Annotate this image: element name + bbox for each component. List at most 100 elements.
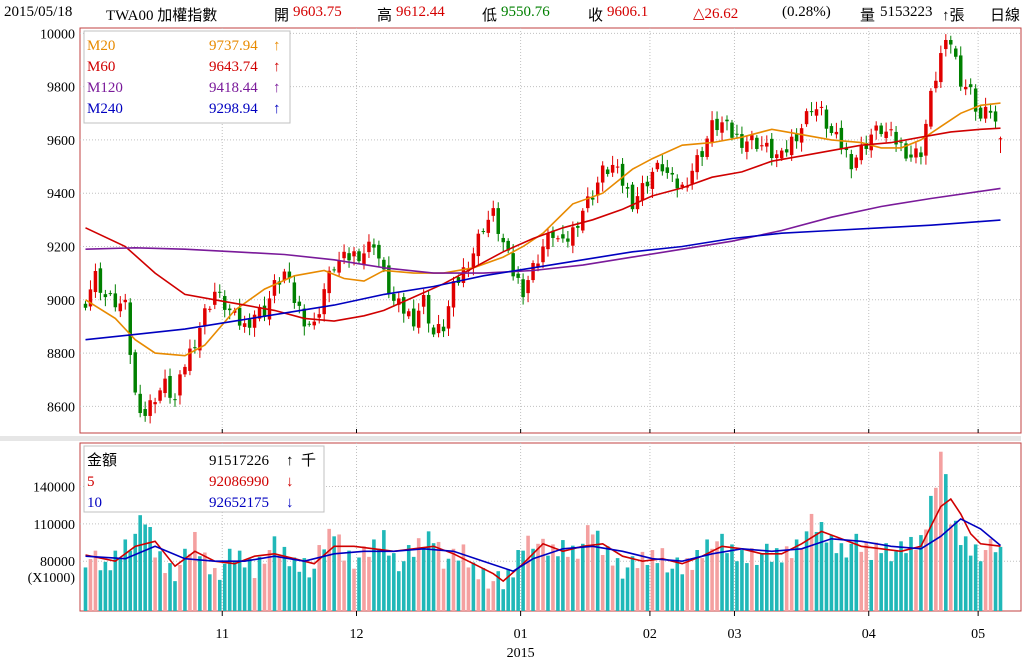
candle-body (342, 251, 346, 259)
volume-bar (869, 559, 874, 611)
candle-body (869, 134, 873, 151)
candle-body (859, 145, 864, 161)
candle-body (252, 314, 257, 328)
volume-bar (411, 556, 416, 611)
candle-body (615, 166, 620, 168)
volume-bar (327, 528, 331, 611)
candle-body (242, 323, 247, 327)
volume-bar (128, 550, 133, 611)
candle-body (779, 150, 784, 159)
volume-legend-name: 5 (87, 474, 95, 490)
candle-body (521, 279, 525, 298)
volume-bar (819, 522, 824, 611)
candle-body (576, 225, 580, 228)
candle-body (700, 151, 704, 157)
volume-bar (760, 553, 764, 611)
volume-bar (640, 551, 645, 611)
candle-body (402, 297, 406, 314)
candle-body (486, 219, 491, 233)
candle-body (98, 268, 103, 293)
candle-body (561, 234, 565, 239)
volume-bar (272, 536, 277, 611)
volume-bar (864, 541, 869, 611)
legend-ma-arrow: ↑ (273, 59, 281, 75)
close-label: 收 (588, 8, 604, 24)
candle-body (173, 399, 177, 401)
candle-body (894, 131, 898, 145)
candle-body (551, 230, 555, 238)
candle-body (760, 145, 764, 147)
candle-body (128, 302, 132, 355)
price-y-tick-label: 8600 (47, 400, 75, 415)
candle-body (501, 237, 505, 243)
volume-bar (978, 561, 983, 611)
open-value: 9603.75 (293, 4, 342, 20)
candle-body (193, 347, 197, 349)
volume-bar (441, 568, 446, 611)
candle-body (88, 289, 93, 307)
volume-bar (506, 569, 510, 611)
candle-body (456, 277, 461, 283)
volume-bar (252, 578, 257, 611)
volume-bar (466, 567, 471, 611)
volume-bar (516, 550, 520, 611)
candle-body (178, 374, 182, 396)
ma-line-m240 (85, 219, 1001, 341)
volume-bar (889, 561, 893, 611)
candle-body (153, 402, 157, 405)
candle-body (312, 321, 316, 326)
candle-body (227, 308, 232, 311)
high-value: 9612.44 (396, 4, 445, 20)
volume-bar (735, 561, 739, 611)
candle-body (367, 241, 371, 253)
x-tick-label: 02 (643, 627, 657, 642)
candle-body (377, 244, 381, 259)
volume-bar (804, 531, 809, 611)
candle-body (998, 138, 1003, 140)
candle-body (630, 184, 635, 210)
volume-bar (610, 565, 615, 611)
volume-bar (406, 545, 411, 611)
volume-bar (620, 578, 625, 611)
candle-body (123, 299, 128, 303)
open-label: 開 (274, 8, 290, 24)
volume-bar (919, 535, 923, 611)
candle-body (814, 109, 819, 116)
candle-body (909, 154, 913, 158)
volume-bar (108, 570, 113, 611)
candle-body (337, 260, 341, 273)
volume-unit-label: (X1000) (28, 571, 76, 586)
volume-bar (904, 553, 908, 611)
candle-body (924, 123, 928, 156)
candle-body (451, 281, 456, 308)
candle-body (794, 134, 799, 142)
volume-bar (824, 542, 829, 611)
close-value: 9606.1 (607, 4, 649, 20)
legend-ma-value: 9737.94 (209, 38, 258, 54)
volume-bar (153, 557, 157, 611)
candle-body (237, 307, 242, 326)
candle-body (620, 163, 625, 186)
volume-bar (650, 550, 655, 611)
candle-body (382, 259, 386, 270)
legend-ma-value: 9418.44 (209, 80, 258, 96)
volume-bar (690, 569, 694, 611)
volume-bar (809, 513, 814, 611)
candle-body (302, 308, 307, 327)
candle-body (720, 122, 724, 133)
volume-bar (387, 555, 391, 611)
legend-ma-name: M120 (87, 80, 123, 96)
candle-body (715, 118, 719, 131)
candle-body (834, 131, 839, 135)
candle-body (854, 157, 859, 168)
volume-bar (685, 558, 690, 611)
legend-ma-name: M240 (87, 101, 123, 117)
volume-label: 量 (860, 8, 876, 24)
candle-body (670, 172, 675, 175)
volume-legend-name: 金額 (87, 452, 117, 469)
candle-body (879, 125, 883, 135)
volume-bar (585, 525, 590, 611)
volume-bar (178, 564, 182, 611)
volume-bar (839, 543, 844, 611)
